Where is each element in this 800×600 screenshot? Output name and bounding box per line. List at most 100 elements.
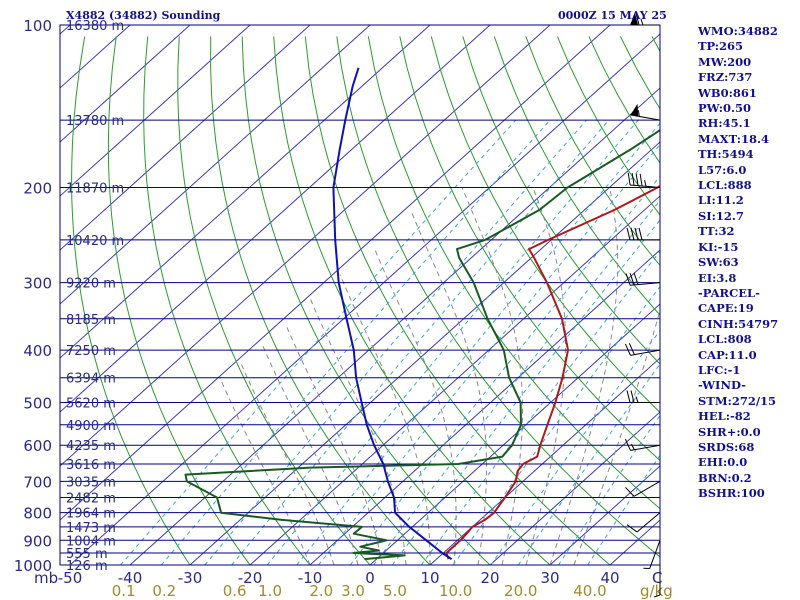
wind-barb-half-flag bbox=[653, 594, 661, 598]
mixing-ratio-label: 2.0 bbox=[309, 582, 333, 600]
mixing-ratio-line bbox=[517, 363, 660, 565]
wind-barb-flag bbox=[624, 343, 631, 356]
sounding-index-item: TH:5494 bbox=[698, 147, 754, 162]
mixing-ratio-line bbox=[490, 329, 660, 565]
wind-barb-pennant bbox=[630, 103, 639, 117]
pressure-tick-label: 800 bbox=[23, 505, 52, 523]
dry-adiabat-line bbox=[430, 36, 660, 414]
dry-adiabat-line bbox=[367, 36, 660, 510]
height-label: 1004 m bbox=[66, 534, 116, 549]
moist-adiabat-line bbox=[219, 377, 311, 565]
sounding-index-item: BSHR:100 bbox=[698, 486, 765, 501]
isotherm-line bbox=[429, 357, 660, 565]
height-label: 2482 m bbox=[66, 492, 116, 507]
wind-barb-half-flag bbox=[630, 443, 635, 450]
sounding-index-item: HEL:-82 bbox=[698, 409, 751, 424]
dry-adiabat-line bbox=[71, 36, 191, 565]
wind-barb-staff bbox=[649, 540, 661, 569]
temperature-unit-label: C bbox=[652, 569, 662, 587]
pressure-tick-label: 200 bbox=[23, 180, 52, 198]
wind-barb-half-flag bbox=[635, 396, 639, 403]
dry-adiabat-line bbox=[107, 36, 251, 565]
height-label: 4900 m bbox=[66, 419, 116, 434]
wind-barb-flag bbox=[624, 438, 631, 451]
mixing-ratio-label: 20.0 bbox=[504, 582, 537, 600]
sounding-index-item: -PARCEL- bbox=[698, 285, 760, 300]
temperature-tick-label: -20 bbox=[238, 569, 263, 587]
moist-adiabat-line bbox=[573, 308, 660, 565]
wind-barb-flag bbox=[628, 343, 635, 355]
wind-barb-half-flag bbox=[637, 110, 640, 117]
height-label: 8185 m bbox=[66, 313, 116, 328]
mixing-ratio-line bbox=[587, 454, 660, 565]
wind-barb-staff bbox=[630, 444, 661, 451]
height-label: 13780 m bbox=[66, 114, 124, 129]
wind-barb-flag bbox=[626, 390, 631, 403]
moist-adiabat-line bbox=[309, 297, 407, 565]
dry-adiabat-line bbox=[210, 36, 431, 565]
temperature-tick-label: 0 bbox=[365, 569, 375, 587]
height-label: 9220 m bbox=[66, 277, 116, 292]
pressure-tick-label: 600 bbox=[23, 437, 52, 455]
mixing-ratio-label: 10.0 bbox=[439, 582, 472, 600]
sounding-index-item: -WIND- bbox=[698, 378, 746, 393]
isotherm-line bbox=[369, 303, 660, 565]
temperature-tick-label: 30 bbox=[540, 569, 559, 587]
wind-barb-flag bbox=[625, 273, 631, 286]
temperature-tick-label: -30 bbox=[178, 569, 203, 587]
wind-barb-half-flag bbox=[640, 18, 644, 26]
height-label: 16380 m bbox=[66, 19, 124, 34]
dry-adiabat-line bbox=[778, 36, 800, 576]
moist-adiabat-line bbox=[285, 325, 383, 565]
isotherm-line bbox=[309, 249, 660, 565]
height-label: 1473 m bbox=[66, 521, 116, 536]
wind-barbs bbox=[624, 12, 661, 598]
height-label: 10420 m bbox=[66, 234, 124, 249]
dry-adiabat-line bbox=[143, 36, 311, 565]
sounding-index-item: WB0:861 bbox=[698, 85, 757, 100]
wind-barb bbox=[624, 438, 661, 451]
height-label: 3616 m bbox=[66, 458, 116, 473]
sounding-index-item: TT:32 bbox=[698, 224, 735, 239]
sounding-index-item: STM:272/15 bbox=[698, 393, 777, 408]
isotherm-line bbox=[249, 195, 660, 565]
pressure-tick-label: 900 bbox=[23, 532, 52, 550]
sounding-index-item: SRDS:68 bbox=[698, 439, 755, 454]
mixing-ratio-line bbox=[318, 143, 660, 565]
mixing-ratio-label: 1.0 bbox=[258, 582, 282, 600]
isotherm-line bbox=[60, 25, 191, 143]
height-label: 555 m bbox=[66, 547, 108, 562]
moist-adiabat-line bbox=[410, 209, 487, 565]
sounding-index-item: RH:45.1 bbox=[698, 116, 751, 131]
sounding-index-item: WMO:34882 bbox=[698, 24, 778, 38]
isotherm-line bbox=[129, 87, 660, 565]
wind-barb bbox=[630, 103, 661, 121]
sounding-index-item: BRN:0.2 bbox=[698, 470, 752, 485]
height-label: 126 m bbox=[66, 559, 108, 574]
wind-barb-half-flag bbox=[644, 180, 647, 187]
height-label: 6394 m bbox=[66, 372, 116, 387]
wind-barb bbox=[627, 172, 661, 189]
mixing-ratio-line bbox=[266, 119, 639, 565]
wind-barb bbox=[653, 565, 661, 598]
isotherm-line bbox=[60, 25, 551, 467]
sounding-index-item: MW:200 bbox=[698, 54, 752, 69]
mixing-ratio-line bbox=[231, 119, 610, 565]
mixing-ratio-label: 5.0 bbox=[383, 582, 407, 600]
isotherm-line bbox=[60, 25, 251, 197]
wind-barb-flag bbox=[638, 227, 643, 241]
temperature-tick-label: 10 bbox=[420, 569, 439, 587]
wind-barb-flag bbox=[626, 227, 631, 241]
wind-barb-staff bbox=[630, 184, 661, 189]
pressure-unit-label: mb bbox=[34, 569, 58, 587]
dry-adiabat-line bbox=[525, 36, 660, 267]
dry-adiabat-line bbox=[399, 36, 660, 462]
wind-barb-flag bbox=[626, 524, 638, 533]
wind-barb-flag bbox=[635, 12, 640, 26]
mixing-ratio-label: 3.0 bbox=[341, 582, 365, 600]
mixing-ratio-line bbox=[391, 219, 660, 565]
wind-barb bbox=[625, 272, 661, 286]
wind-barb bbox=[643, 540, 661, 569]
wind-barb bbox=[626, 227, 660, 241]
isotherm-line bbox=[60, 25, 611, 521]
